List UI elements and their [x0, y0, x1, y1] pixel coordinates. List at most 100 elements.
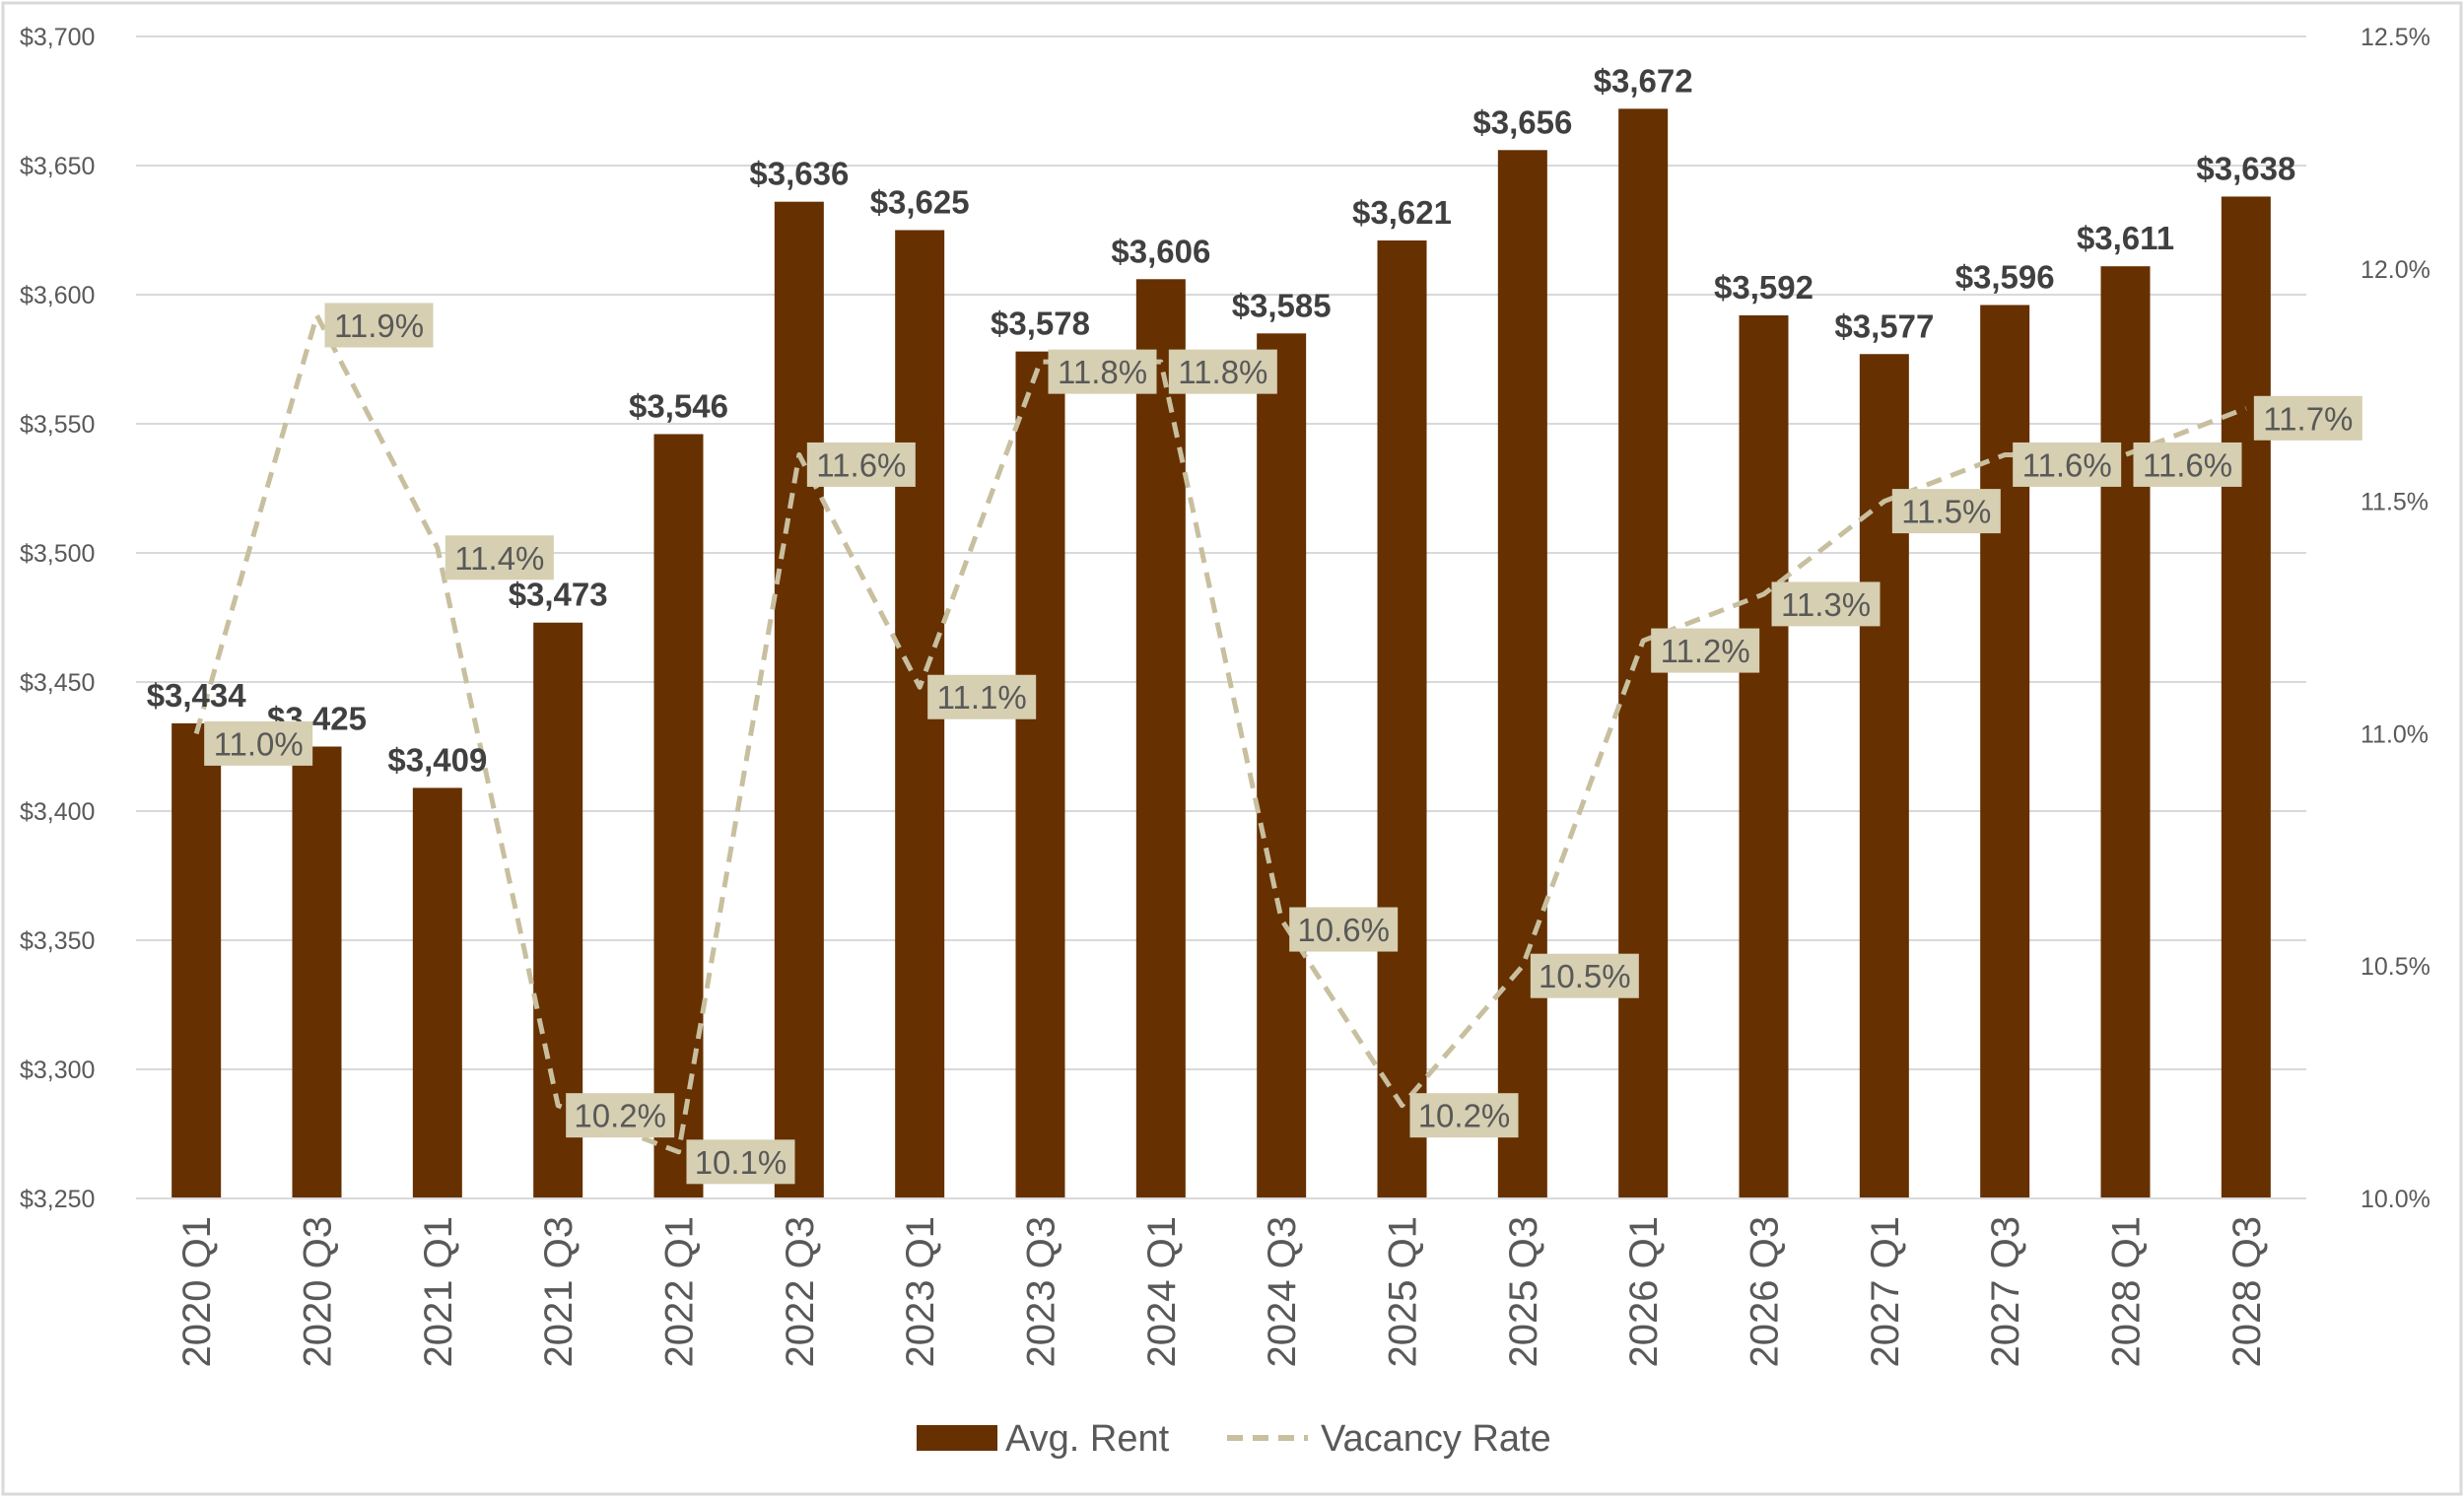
- x-axis-category-label: 2022 Q1: [658, 1216, 702, 1367]
- line-value-label: 11.8%: [1058, 354, 1147, 390]
- bar-avg-rent: [1135, 279, 1186, 1198]
- line-value-label: 10.1%: [695, 1144, 787, 1181]
- x-axis-category-label: 2026 Q1: [1622, 1216, 1666, 1367]
- right-axis-tick-label: 11.5%: [2361, 489, 2429, 516]
- bar-value-label: $3,577: [1834, 307, 1934, 344]
- left-axis-tick-label: $3,450: [20, 669, 95, 697]
- left-axis-tick-label: $3,250: [20, 1186, 95, 1213]
- line-value-label: 11.5%: [1901, 494, 1991, 530]
- line-value-label: 11.6%: [816, 446, 906, 483]
- line-label-box: [2013, 442, 2122, 487]
- axes: $3,250 $3,300 $3,350 $3,400 $3,450 $3,500 $3,5…: [20, 24, 2430, 1367]
- left-axis-tick-label: $3,700: [20, 24, 95, 51]
- bar-avg-rent: [1257, 333, 1307, 1198]
- left-axis-tick-label: $3,550: [20, 411, 95, 439]
- x-axis-category-label: 2022 Q3: [779, 1216, 822, 1367]
- bar-avg-rent: [171, 722, 222, 1198]
- line-value-label: 11.7%: [2263, 400, 2353, 437]
- line-value-label: 10.6%: [1297, 912, 1390, 948]
- line-value-label: 11.6%: [2022, 446, 2112, 483]
- left-axis-tick-label: $3,600: [20, 282, 95, 309]
- line-label-box: [1289, 907, 1399, 952]
- bar-value-label: $3,473: [509, 577, 608, 613]
- line-label-box: [686, 1139, 795, 1185]
- x-axis-category-label: 2020 Q1: [175, 1216, 219, 1367]
- bar-value-label: $3,409: [387, 741, 487, 778]
- x-axis-category-label: 2020 Q3: [297, 1216, 340, 1367]
- line-label-box: [806, 442, 916, 487]
- x-axis-category-label: 2027 Q1: [1864, 1216, 1907, 1367]
- right-axis-tick-label: 10.5%: [2361, 953, 2430, 981]
- left-axis-tick-label: $3,350: [20, 927, 95, 955]
- left-axis-tick-label: $3,300: [20, 1057, 95, 1084]
- line-value-label: 10.5%: [1539, 958, 1631, 994]
- line-label-box: [1530, 953, 1639, 998]
- left-axis-tick-label: $3,650: [20, 153, 95, 180]
- x-axis-category-label: 2025 Q3: [1502, 1216, 1545, 1367]
- line-label-box: [2133, 442, 2242, 487]
- bar-value-label: $3,596: [1955, 258, 2055, 295]
- line-label-box: [566, 1093, 675, 1138]
- bar-avg-rent: [412, 787, 462, 1198]
- x-axis-category-label: 2023 Q3: [1020, 1216, 1063, 1367]
- line-label-box: [2253, 395, 2362, 441]
- line-data-labels: 11.0% 11.9% 11.4% 10.2% 10.1% 11.6% 11.1% 11.8%…: [204, 303, 2362, 1185]
- bar-avg-rent: [292, 746, 342, 1198]
- bar-value-label: $3,606: [1111, 233, 1210, 269]
- bar-value-label: $3,638: [2196, 150, 2295, 186]
- line-value-label: 11.0%: [214, 725, 304, 762]
- x-axis-category-label: 2021 Q1: [417, 1216, 460, 1367]
- bar-value-label: $3,621: [1352, 194, 1452, 231]
- left-axis-tick-label: $3,400: [20, 798, 95, 826]
- line-label-box: [324, 303, 434, 348]
- legend-label-vacancy-rate: Vacancy Rate: [1321, 1418, 1551, 1460]
- line-label-box: [1048, 349, 1157, 394]
- line-label-box: [1168, 349, 1277, 394]
- legend-label-avg-rent: Avg. Rent: [1005, 1418, 1170, 1460]
- line-value-label: 10.2%: [1418, 1098, 1511, 1134]
- x-axis-category-label: 2024 Q3: [1261, 1216, 1304, 1367]
- bar-avg-rent: [1739, 314, 1789, 1199]
- line-label-box: [1651, 628, 1760, 673]
- line-value-label: 10.2%: [574, 1098, 666, 1134]
- right-axis-tick-label: 12.0%: [2361, 256, 2430, 284]
- right-axis-tick-label: 11.0%: [2361, 720, 2429, 748]
- bar-value-label: $3,546: [629, 387, 728, 424]
- legend: Avg. Rent Vacancy Rate: [917, 1418, 1551, 1460]
- bar-value-label: $3,656: [1472, 103, 1572, 140]
- line-label-box: [204, 720, 313, 766]
- bar-value-label: $3,625: [870, 184, 970, 221]
- x-axis-category-label: 2026 Q3: [1744, 1216, 1787, 1367]
- bar-avg-rent: [653, 434, 704, 1199]
- right-axis-tick-label: 10.0%: [2361, 1186, 2430, 1213]
- left-axis-tick-label: $3,500: [20, 540, 95, 568]
- bar-avg-rent: [1015, 351, 1065, 1198]
- line-value-label: 11.8%: [1178, 354, 1267, 390]
- line-label-box: [1771, 581, 1881, 627]
- line-value-label: 11.1%: [937, 679, 1027, 716]
- bar-value-label: $3,578: [991, 306, 1090, 342]
- x-axis-category-label: 2027 Q3: [1984, 1216, 2027, 1367]
- x-axis-category-label: 2028 Q3: [2225, 1216, 2269, 1367]
- line-value-label: 11.4%: [454, 540, 544, 577]
- bar-value-label: $3,611: [2077, 220, 2174, 256]
- x-axis-category-label: 2025 Q1: [1382, 1216, 1425, 1367]
- line-label-box: [1891, 489, 2001, 534]
- bar-series: [171, 108, 2271, 1199]
- bar-data-labels: $3,434$3,425$3,409$3,473$3,546$3,636$3,6…: [147, 62, 2296, 778]
- bar-value-label: $3,585: [1232, 287, 1332, 323]
- bar-value-label: $3,636: [749, 156, 849, 192]
- line-value-label: 11.6%: [2143, 446, 2232, 483]
- bar-avg-rent: [1980, 305, 2030, 1199]
- bar-value-label: $3,434: [147, 677, 247, 714]
- x-axis-category-label: 2028 Q1: [2105, 1216, 2149, 1367]
- line-value-label: 11.3%: [1781, 586, 1871, 623]
- x-axis-category-label: 2024 Q1: [1140, 1216, 1184, 1367]
- x-axis-category-label: 2023 Q1: [899, 1216, 942, 1367]
- line-label-box: [927, 674, 1037, 719]
- bar-avg-rent: [2100, 266, 2151, 1198]
- line-value-label: 11.2%: [1661, 633, 1750, 669]
